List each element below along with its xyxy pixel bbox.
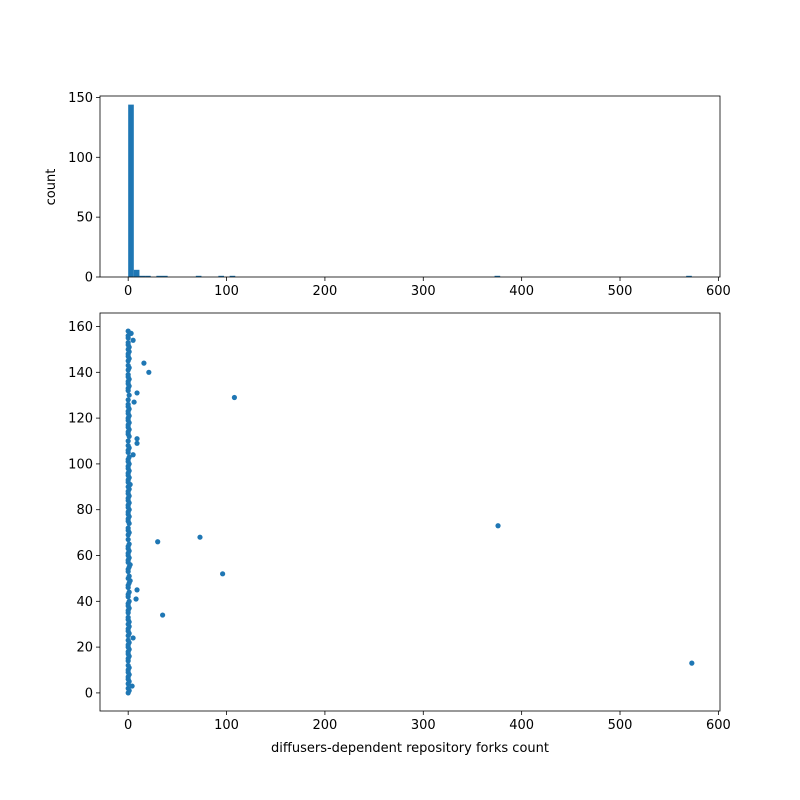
histogram-bar bbox=[229, 275, 236, 277]
histogram-bar bbox=[128, 104, 134, 277]
hist-ytick-label: 50 bbox=[76, 211, 93, 226]
scatter-point bbox=[125, 362, 131, 369]
scatter-xtick-label: 200 bbox=[312, 718, 337, 733]
scatter-xtick-label: 500 bbox=[608, 718, 633, 733]
scatter-point bbox=[126, 454, 132, 460]
scatter-point bbox=[130, 337, 136, 343]
scatter-point bbox=[126, 392, 132, 398]
hist-xtick-label: 300 bbox=[411, 284, 436, 299]
histogram-frame bbox=[99, 95, 721, 278]
histogram-bar bbox=[145, 275, 151, 277]
scatter-point bbox=[134, 436, 140, 442]
scatter-xtick-label: 100 bbox=[214, 718, 239, 733]
scatter-point bbox=[125, 525, 131, 531]
scatter-point bbox=[126, 573, 132, 579]
histogram-bar bbox=[218, 275, 224, 277]
scatter-point bbox=[160, 612, 166, 618]
scatter-point bbox=[125, 339, 131, 346]
scatter-ytick-label: 80 bbox=[76, 503, 93, 518]
scatter-axes: 0 100 200 300 400 500 600 0 20 40 60 80 100 120 140 160 bbox=[68, 312, 731, 733]
histogram-bar bbox=[195, 275, 202, 277]
scatter-point bbox=[134, 587, 140, 593]
scatter-point bbox=[126, 541, 132, 547]
scatter-ytick-label: 60 bbox=[76, 549, 93, 564]
scatter-point bbox=[125, 328, 131, 334]
histogram-bar bbox=[162, 275, 168, 277]
scatter-point bbox=[131, 399, 137, 405]
scatter-point bbox=[125, 401, 131, 407]
scatter-point bbox=[126, 589, 132, 595]
scatter-point bbox=[495, 523, 501, 529]
scatter-xtick-label: 400 bbox=[509, 718, 534, 733]
scatter-point bbox=[197, 534, 203, 540]
scatter-point bbox=[125, 685, 131, 691]
histogram-ylabel: count bbox=[44, 169, 59, 206]
scatter-point bbox=[125, 662, 131, 669]
scatter-point bbox=[130, 452, 136, 458]
histogram-axes: 0 100 200 300 400 500 600 0 50 100 150 bbox=[68, 91, 731, 299]
scatter-xlabel: diffusers-dependent repository forks cou… bbox=[271, 741, 549, 756]
scatter-ytick-label: 40 bbox=[76, 595, 93, 610]
hist-ytick-label: 100 bbox=[68, 151, 93, 166]
scatter-ytick-label: 100 bbox=[68, 457, 93, 472]
histogram-bar bbox=[139, 275, 146, 277]
histogram-bar bbox=[686, 275, 692, 277]
scatter-point bbox=[134, 440, 140, 446]
hist-xtick-label: 600 bbox=[706, 284, 731, 299]
scatter-point bbox=[129, 683, 135, 689]
scatter-point bbox=[155, 539, 161, 545]
scatter-point bbox=[125, 536, 131, 543]
hist-xtick-label: 400 bbox=[509, 284, 534, 299]
scatter-point bbox=[126, 598, 132, 604]
hist-xtick-label: 200 bbox=[312, 284, 337, 299]
hist-xtick-label: 100 bbox=[214, 284, 239, 299]
scatter-point bbox=[146, 369, 152, 375]
scatter-point bbox=[125, 442, 131, 449]
scatter-point bbox=[689, 660, 695, 666]
scatter-point bbox=[125, 637, 131, 643]
scatter-point bbox=[125, 372, 131, 378]
scatter-point bbox=[125, 614, 131, 620]
hist-xtick-label: 0 bbox=[124, 284, 132, 299]
scatter-ytick-label: 160 bbox=[68, 320, 93, 335]
histogram-bar bbox=[156, 275, 162, 277]
scatter-point bbox=[220, 571, 226, 577]
hist-ytick-label: 0 bbox=[85, 271, 93, 286]
scatter-point bbox=[231, 394, 238, 401]
scatter-point bbox=[125, 438, 131, 444]
scatter-point bbox=[130, 635, 136, 641]
scatter-ytick-label: 120 bbox=[68, 412, 93, 427]
scatter-ytick-label: 20 bbox=[76, 641, 93, 656]
histogram-bar bbox=[494, 275, 501, 277]
scatter-frame bbox=[99, 312, 721, 712]
scatter-ytick-label: 140 bbox=[68, 366, 93, 381]
scatter-point bbox=[141, 360, 147, 366]
scatter-point bbox=[134, 390, 140, 396]
hist-xtick-label: 500 bbox=[608, 284, 633, 299]
scatter-point bbox=[133, 596, 139, 602]
scatter-point bbox=[125, 397, 131, 403]
scatter-ytick-label: 0 bbox=[85, 686, 93, 701]
scatter-xtick-label: 0 bbox=[124, 718, 132, 733]
scatter-xtick-label: 600 bbox=[706, 718, 731, 733]
histogram-bar bbox=[133, 269, 140, 277]
scatter-xtick-label: 300 bbox=[411, 718, 436, 733]
hist-ytick-label: 150 bbox=[68, 91, 93, 106]
